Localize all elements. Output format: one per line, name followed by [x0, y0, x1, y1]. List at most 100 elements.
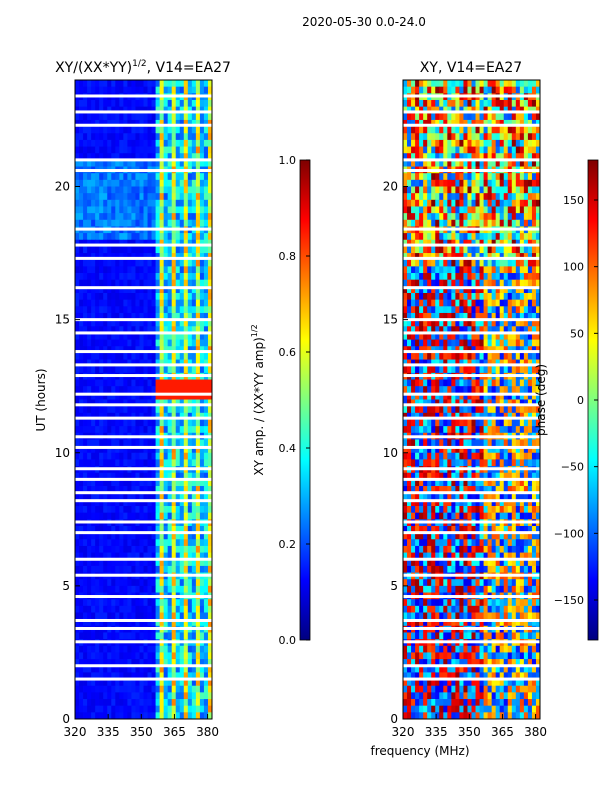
heatmap-cell	[435, 146, 440, 154]
heatmap-cell	[115, 479, 120, 487]
heatmap-cell	[495, 159, 501, 167]
heatmap-cell	[131, 525, 136, 534]
heatmap-cell	[83, 253, 88, 261]
heatmap-cell	[503, 392, 509, 400]
heatmap-cell	[451, 379, 456, 387]
heatmap-cell	[511, 246, 517, 254]
heatmap-cell	[127, 399, 132, 407]
heatmap-cell	[95, 279, 100, 287]
heatmap-cell	[115, 499, 120, 507]
heatmap-cell	[79, 426, 84, 434]
heatmap-cell	[199, 692, 205, 700]
heatmap-cell	[443, 319, 448, 327]
heatmap-cell	[515, 106, 521, 114]
heatmap-cell	[195, 199, 201, 207]
heatmap-cell	[167, 672, 173, 680]
heatmap-cell	[467, 399, 472, 407]
heatmap-cell	[119, 312, 124, 321]
heatmap-cell	[495, 133, 501, 141]
heatmap-cell	[447, 106, 452, 114]
heatmap-cell	[107, 392, 112, 400]
heatmap-cell	[191, 273, 197, 281]
heatmap-cell	[135, 672, 140, 680]
heatmap-cell	[139, 525, 144, 534]
heatmap-cell	[435, 299, 440, 307]
heatmap-cell	[179, 239, 185, 247]
heatmap-cell	[119, 253, 124, 261]
heatmap-cell	[107, 253, 112, 261]
heatmap-cell	[471, 339, 476, 347]
heatmap-cell	[471, 86, 476, 94]
heatmap-cell	[95, 326, 100, 334]
heatmap-cell	[535, 239, 540, 247]
heatmap-cell	[135, 426, 140, 434]
heatmap-cell	[107, 399, 112, 407]
heatmap-cell	[127, 565, 132, 573]
heatmap-cell	[183, 479, 189, 487]
heatmap-cell	[199, 119, 205, 127]
heatmap-cell	[163, 219, 169, 227]
heatmap-cell	[95, 665, 100, 673]
heatmap-cell	[167, 705, 173, 713]
heatmap-cell	[435, 399, 440, 407]
heatmap-cell	[439, 412, 444, 420]
heatmap-cell	[527, 312, 533, 321]
heatmap-cell	[119, 506, 124, 514]
heatmap-cell	[503, 99, 509, 108]
heatmap-cell	[191, 386, 197, 394]
heatmap-cell	[479, 146, 484, 154]
heatmap-cell	[127, 446, 132, 454]
heatmap-cell	[467, 386, 472, 394]
heatmap-cell	[95, 233, 100, 241]
heatmap-cell	[131, 645, 136, 653]
heatmap-cell	[99, 585, 104, 593]
heatmap-cell	[171, 679, 177, 687]
heatmap-cell	[135, 146, 140, 154]
heatmap-cell	[467, 273, 472, 281]
heatmap-cell	[207, 119, 212, 127]
heatmap-cell	[83, 146, 88, 154]
heatmap-cell	[107, 705, 112, 713]
heatmap-cell	[151, 119, 156, 127]
heatmap-cell	[195, 306, 201, 314]
heatmap-cell	[139, 479, 144, 487]
heatmap-cell	[187, 153, 193, 161]
heatmap-cell	[87, 379, 92, 387]
heatmap-cell	[83, 326, 88, 334]
heatmap-cell	[179, 452, 185, 460]
heatmap-cell	[79, 199, 84, 207]
heatmap-cell	[143, 293, 148, 301]
heatmap-cell	[183, 106, 189, 114]
heatmap-cell	[191, 599, 197, 607]
heatmap-cell	[535, 173, 540, 181]
heatmap-cell	[443, 326, 448, 334]
heatmap-cell	[91, 359, 96, 367]
heatmap-cell	[95, 486, 100, 494]
heatmap-cell	[459, 326, 464, 334]
heatmap-cell	[159, 146, 165, 154]
heatmap-cell	[151, 133, 156, 141]
heatmap-cell	[167, 506, 173, 514]
heatmap-cell	[531, 253, 537, 261]
heatmap-cell	[143, 233, 148, 241]
heatmap-cell	[99, 312, 104, 321]
heatmap-cell	[75, 186, 80, 194]
heatmap-cell	[131, 612, 136, 620]
heatmap-cell	[203, 306, 209, 314]
heatmap-cell	[131, 559, 136, 567]
heatmap-cell	[499, 312, 505, 321]
heatmap-cell	[471, 286, 476, 294]
heatmap-cell	[203, 106, 209, 114]
heatmap-cell	[411, 199, 416, 207]
heatmap-cell	[419, 412, 424, 420]
heatmap-cell	[79, 665, 84, 673]
heatmap-cell	[83, 672, 88, 680]
heatmap-cell	[199, 525, 205, 534]
heatmap-cell	[527, 386, 533, 394]
heatmap-cell	[403, 332, 408, 340]
heatmap-cell	[91, 146, 96, 154]
heatmap-cell	[495, 239, 501, 247]
heatmap-cell	[455, 266, 460, 274]
heatmap-cell	[79, 379, 84, 387]
heatmap-cell	[151, 126, 156, 134]
